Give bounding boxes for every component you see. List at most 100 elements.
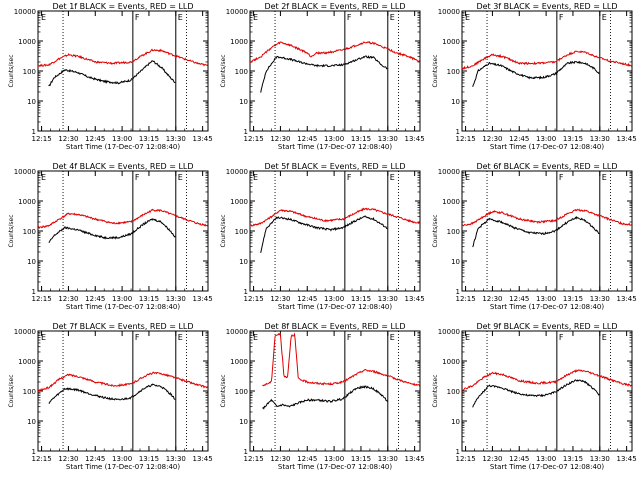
x-tick-label: 13:00 [324,455,344,463]
lld-series-line [461,368,633,391]
x-tick-label: 12:30 [482,295,502,303]
marker-letter: E [602,173,607,182]
x-tick-label: 13:15 [139,295,159,303]
x-tick-label: 13:00 [324,295,344,303]
marker-letter: F [347,333,352,342]
panel-title: Det 8f BLACK = Events, RED = LLD [264,322,405,331]
x-tick-label: 13:45 [617,295,637,303]
x-tick-label: 13:30 [378,135,398,143]
marker-letter: F [347,173,352,182]
panel-det-2f: Det 2f BLACK = Events, RED = LLD 1 10 100 10… [220,2,425,151]
events-series-line [260,215,388,254]
marker-letter: E [602,13,607,22]
panel-title: Det 2f BLACK = Events, RED = LLD [264,2,405,11]
x-tick-label: 12:45 [85,135,105,143]
y-tick-label: 10000 [226,168,248,176]
y-tick-label: 10 [451,98,460,106]
y-axis-label: Counts/sec [432,374,439,407]
x-tick-label: 12:30 [58,135,78,143]
x-axis-label: Start Time (17-Dec-07 12:08:40) [66,303,180,311]
x-tick-label: 13:00 [536,135,556,143]
y-tick-label: 1 [456,128,460,136]
x-tick-label: 13:00 [112,295,132,303]
y-axis-label: Counts/sec [220,374,227,407]
panel-det-4f: Det 4f BLACK = Events, RED = LLD 1 10 100 10… [8,162,213,311]
x-tick-label: 13:15 [563,295,583,303]
marker-letter: E [178,13,183,22]
x-tick-label: 13:00 [112,455,132,463]
marker-letter: F [135,13,140,22]
x-tick-label: 12:30 [482,135,502,143]
y-tick-label: 10000 [438,328,460,336]
y-tick-label: 100 [23,388,36,396]
y-axis-label: Counts/sec [220,54,227,87]
y-axis-label: Counts/sec [8,374,15,407]
lld-series-line [461,50,632,70]
x-axis-label: Start Time (17-Dec-07 12:08:40) [490,143,604,151]
x-tick-label: 13:30 [590,295,610,303]
x-tick-label: 12:15 [455,455,475,463]
marker-letter: E [178,173,183,182]
x-tick-label: 12:45 [297,455,317,463]
marker-letter: E [41,13,46,22]
x-tick-label: 13:15 [139,455,159,463]
marker-letter: F [135,333,140,342]
x-axis-label: Start Time (17-Dec-07 12:08:40) [66,463,180,471]
lld-series-line [249,41,421,63]
panel-title: Det 6f BLACK = Events, RED = LLD [476,162,617,171]
y-axis-label: Counts/sec [432,214,439,247]
events-series-line [260,55,388,93]
x-tick-label: 13:15 [351,295,371,303]
lld-series-line [38,371,208,393]
marker-letter: E [41,333,46,342]
x-tick-label: 13:45 [617,455,637,463]
events-series-line [472,215,600,248]
y-tick-label: 10000 [14,328,36,336]
x-tick-label: 13:15 [351,135,371,143]
events-series-line [472,60,600,87]
y-tick-label: 100 [235,228,248,236]
x-tick-label: 13:30 [590,455,610,463]
panel-det-5f: Det 5f BLACK = Events, RED = LLD 1 10 100 10… [220,162,425,311]
y-axis-label: Counts/sec [432,54,439,87]
panel-title: Det 1f BLACK = Events, RED = LLD [52,2,193,11]
x-tick-label: 12:15 [243,455,263,463]
x-tick-label: 12:45 [509,135,529,143]
y-tick-label: 1000 [442,38,460,46]
lld-series-line [37,48,209,68]
marker-letter: F [559,173,564,182]
y-tick-label: 10000 [438,168,460,176]
y-tick-label: 100 [447,388,460,396]
marker-letter: E [465,333,470,342]
x-tick-label: 12:15 [455,295,475,303]
x-tick-label: 13:45 [193,455,213,463]
y-tick-label: 1000 [230,358,248,366]
y-tick-label: 10 [239,98,248,106]
y-tick-label: 1000 [18,198,36,206]
y-tick-label: 10000 [226,8,248,16]
marker-letter: F [347,13,352,22]
x-axis-label: Start Time (17-Dec-07 12:08:40) [490,463,604,471]
panel-title: Det 9f BLACK = Events, RED = LLD [476,322,617,331]
x-tick-label: 12:45 [85,455,105,463]
y-tick-label: 1000 [230,198,248,206]
y-tick-label: 1 [244,128,248,136]
events-series-line [262,385,389,410]
marker-letter: E [465,13,470,22]
x-tick-label: 12:45 [509,295,529,303]
x-axis-label: Start Time (17-Dec-07 12:08:40) [278,303,392,311]
marker-letter: F [135,173,140,182]
x-axis-label: Start Time (17-Dec-07 12:08:40) [490,303,604,311]
marker-letter: E [178,333,183,342]
x-tick-label: 12:15 [243,295,263,303]
marker-letter: E [465,173,470,182]
y-tick-label: 100 [235,388,248,396]
y-tick-label: 100 [23,68,36,76]
marker-letter: E [390,173,395,182]
x-axis-label: Start Time (17-Dec-07 12:08:40) [278,143,392,151]
events-series-line [48,383,176,404]
marker-letter: E [602,333,607,342]
x-tick-label: 13:00 [536,455,556,463]
x-tick-label: 13:30 [166,135,186,143]
